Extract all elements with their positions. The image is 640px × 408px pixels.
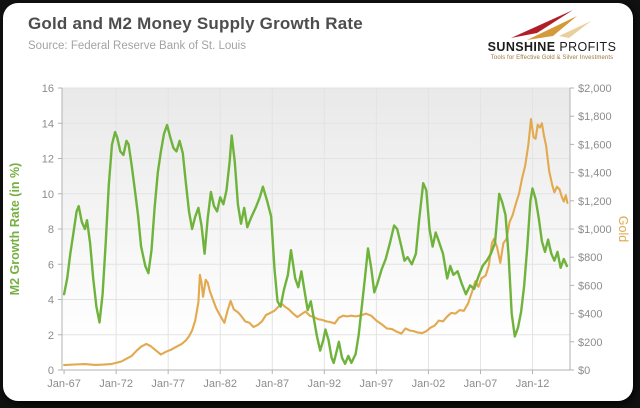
brand-arrow-icon bbox=[511, 10, 591, 40]
svg-text:6: 6 bbox=[48, 259, 54, 271]
svg-text:$1,400: $1,400 bbox=[578, 168, 612, 180]
brand-name-regular: PROFITS bbox=[555, 40, 617, 54]
axis-titles: M2 Growth Rate (in %) Gold bbox=[8, 163, 630, 296]
svg-text:$1,200: $1,200 bbox=[578, 196, 612, 208]
svg-text:M2 Growth Rate (in %): M2 Growth Rate (in %) bbox=[8, 163, 22, 296]
svg-text:4: 4 bbox=[48, 295, 54, 307]
svg-text:$1,000: $1,000 bbox=[578, 224, 612, 236]
svg-text:$800: $800 bbox=[578, 252, 602, 264]
svg-text:Jan-12: Jan-12 bbox=[516, 378, 550, 390]
svg-text:10: 10 bbox=[42, 189, 54, 201]
svg-text:Jan-97: Jan-97 bbox=[360, 378, 394, 390]
m2-series-line bbox=[62, 123, 569, 365]
svg-text:14: 14 bbox=[42, 118, 54, 130]
svg-text:$1,800: $1,800 bbox=[578, 111, 612, 123]
gold-series-line bbox=[63, 117, 569, 367]
axes bbox=[58, 87, 574, 374]
svg-text:Jan-82: Jan-82 bbox=[203, 378, 237, 390]
chart-title: Gold and M2 Money Supply Growth Rate bbox=[28, 14, 363, 33]
svg-text:Jan-67: Jan-67 bbox=[47, 378, 81, 390]
svg-text:0: 0 bbox=[48, 365, 54, 377]
svg-text:Jan-07: Jan-07 bbox=[464, 378, 498, 390]
brand-tagline: Tools for Effective Gold & Silver Invest… bbox=[490, 55, 614, 61]
brand-name: SUNSHINE PROFITS bbox=[481, 40, 623, 54]
svg-text:Jan-92: Jan-92 bbox=[308, 378, 342, 390]
svg-text:Jan-02: Jan-02 bbox=[412, 378, 446, 390]
chart-source: Source: Federal Reserve Bank of St. Loui… bbox=[28, 40, 246, 52]
svg-text:Jan-87: Jan-87 bbox=[255, 378, 289, 390]
svg-text:Gold: Gold bbox=[616, 216, 630, 242]
chart-card: 0 2 4 6 8 10 12 14 16 $0 $200 $400 $600 $800 $1,000 $1,… bbox=[3, 3, 633, 401]
svg-text:$0: $0 bbox=[578, 365, 590, 377]
svg-text:Jan-77: Jan-77 bbox=[151, 378, 185, 390]
svg-text:$2,000: $2,000 bbox=[578, 83, 612, 95]
svg-text:$600: $600 bbox=[578, 280, 602, 292]
svg-text:$200: $200 bbox=[578, 337, 602, 349]
svg-text:8: 8 bbox=[48, 224, 54, 236]
brand-name-bold: SUNSHINE bbox=[487, 40, 556, 54]
brand-logo: SUNSHINE PROFITS Tools for Effective Gol… bbox=[481, 8, 623, 61]
svg-text:2: 2 bbox=[48, 330, 54, 342]
svg-text:Jan-72: Jan-72 bbox=[99, 378, 133, 390]
svg-text:$1,600: $1,600 bbox=[578, 139, 612, 151]
svg-text:$400: $400 bbox=[578, 309, 602, 321]
chart: 0 2 4 6 8 10 12 14 16 $0 $200 $400 $600 $800 $1,000 $1,… bbox=[8, 83, 630, 390]
svg-text:16: 16 bbox=[42, 83, 54, 95]
svg-text:12: 12 bbox=[42, 154, 54, 166]
axis-tick-labels: 0 2 4 6 8 10 12 14 16 $0 $200 $400 $600 $800 $1,000 $1,… bbox=[42, 83, 612, 390]
